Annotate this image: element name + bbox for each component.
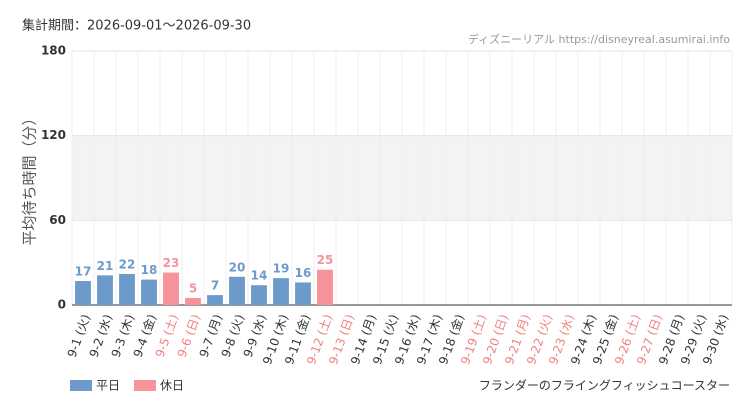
bar xyxy=(229,276,245,305)
bar xyxy=(185,297,201,305)
bar xyxy=(141,279,157,305)
y-tick-label: 60 xyxy=(49,213,66,227)
chart-title: 集計期間：2026-09-01〜2026-09-30 xyxy=(22,18,251,34)
y-axis-label: 平均待ち時間（分） xyxy=(21,110,39,245)
bar xyxy=(97,275,113,305)
data-label: 5 xyxy=(189,281,197,295)
data-label: 23 xyxy=(163,256,180,270)
source: ディズニーリアル https://disneyreal.asumirai.inf… xyxy=(468,32,730,46)
bar xyxy=(273,278,289,305)
bar xyxy=(207,295,223,305)
bar xyxy=(317,269,333,305)
data-label: 7 xyxy=(211,279,219,293)
y-tick-label: 180 xyxy=(41,44,66,58)
data-label: 19 xyxy=(273,262,290,276)
data-label: 21 xyxy=(97,259,114,273)
legend-label: 平日 xyxy=(96,379,120,393)
y-tick-label: 0 xyxy=(58,298,66,312)
footer: フランダーのフライングフィッシュコースター xyxy=(479,378,730,393)
data-label: 22 xyxy=(119,257,136,271)
data-label: 14 xyxy=(251,269,268,283)
bar xyxy=(119,273,135,305)
bar xyxy=(295,282,311,305)
data-label: 18 xyxy=(141,263,158,277)
legend-swatch xyxy=(70,380,92,391)
data-label: 17 xyxy=(75,265,92,279)
bar xyxy=(75,281,91,305)
bar xyxy=(163,272,179,305)
data-label: 16 xyxy=(295,266,312,280)
data-label: 25 xyxy=(317,253,334,267)
data-label: 20 xyxy=(229,260,246,274)
legend-label: 休日 xyxy=(160,379,184,393)
bar xyxy=(251,285,267,305)
y-tick-label: 120 xyxy=(41,128,66,142)
legend-swatch xyxy=(134,380,156,391)
